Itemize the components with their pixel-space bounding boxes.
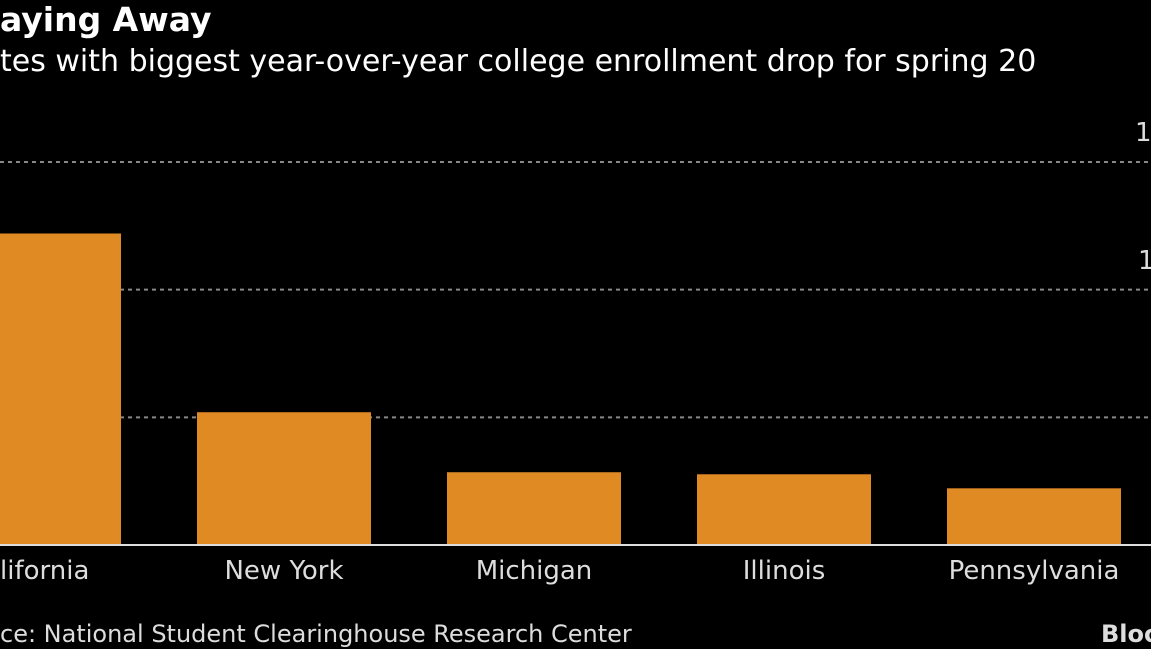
bar xyxy=(447,472,621,545)
bar xyxy=(197,412,371,545)
chart-title: aying Away xyxy=(0,0,212,39)
bar xyxy=(0,233,121,545)
bar xyxy=(697,474,871,545)
category-label: New York xyxy=(224,556,344,586)
y-tick-label: 1 xyxy=(1138,246,1151,276)
category-label: Pennsylvania xyxy=(948,556,1120,586)
chart-subtitle: tes with biggest year-over-year college … xyxy=(0,44,1037,79)
category-label: lifornia xyxy=(0,556,90,586)
category-label: Illinois xyxy=(742,556,826,586)
bar xyxy=(947,488,1121,545)
category-label: Michigan xyxy=(475,556,593,586)
bloomberg-logo: Bloo xyxy=(1101,620,1151,648)
y-tick-label: 1 xyxy=(1135,118,1151,148)
source-note: ce: National Student Clearinghouse Resea… xyxy=(0,620,632,648)
